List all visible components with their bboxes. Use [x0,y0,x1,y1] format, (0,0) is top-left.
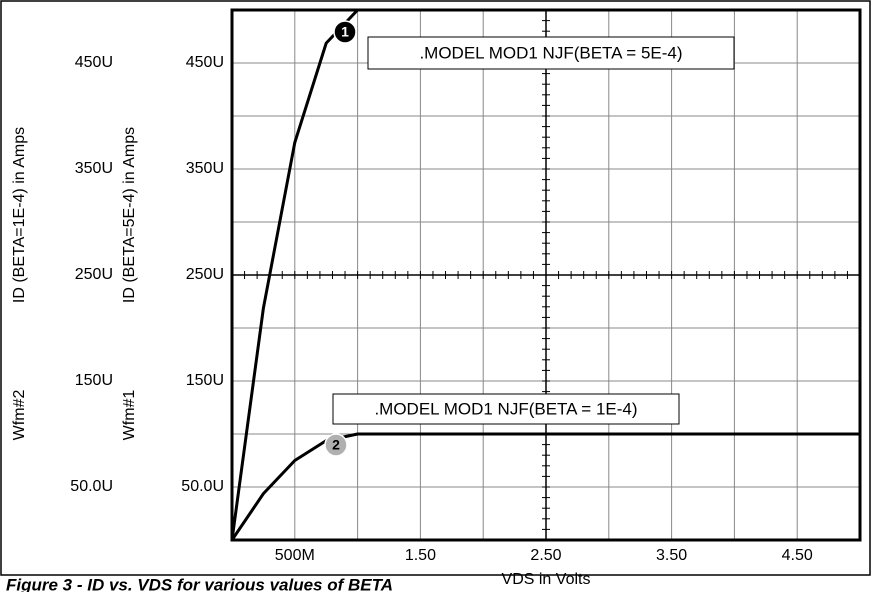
annotation: .MODEL MOD1 NJF(BETA = 1E-4) [374,399,637,418]
series-marker-label: 1 [341,24,349,40]
y-tick-label: 50.0U [70,478,113,495]
y-tick-label: 150U [75,372,113,389]
x-tick-label: 2.50 [530,547,561,564]
y2-tick-label: 50.0U [181,478,224,495]
y-tick-label: 250U [75,266,113,283]
y-axis-label: ID (BETA=1E-4) in Amps [11,127,28,303]
series-marker [324,433,348,457]
y-axis-tag: Wfm#2 [11,390,28,441]
x-tick-label: 1.50 [405,547,436,564]
annotation: .MODEL MOD1 NJF(BETA = 5E-4) [419,43,682,62]
y-tick-label: 350U [75,160,113,177]
annotation-box [367,36,735,70]
y2-tick-label: 350U [186,160,224,177]
y2-axis-tag: Wfm#1 [121,390,138,441]
y2-axis-label: ID (BETA=5E-4) in Amps [121,127,138,303]
x-tick-label: 4.50 [782,547,813,564]
x-tick-label: 500M [275,547,315,564]
y-tick-label: 450U [75,54,113,71]
series-marker-label: 2 [332,437,340,453]
x-axis-label: VDS in Volts [502,571,591,588]
frame [0,0,871,576]
x-tick-label: 3.50 [656,547,687,564]
y2-tick-label: 250U [186,266,224,283]
series-line [230,8,860,541]
series-line [230,432,860,541]
annotation-box [332,393,680,425]
series-marker [333,20,357,44]
y2-tick-label: 450U [186,54,224,71]
caption: Figure 3 - ID vs. VDS for various values… [6,575,393,592]
y2-tick-label: 150U [186,372,224,389]
